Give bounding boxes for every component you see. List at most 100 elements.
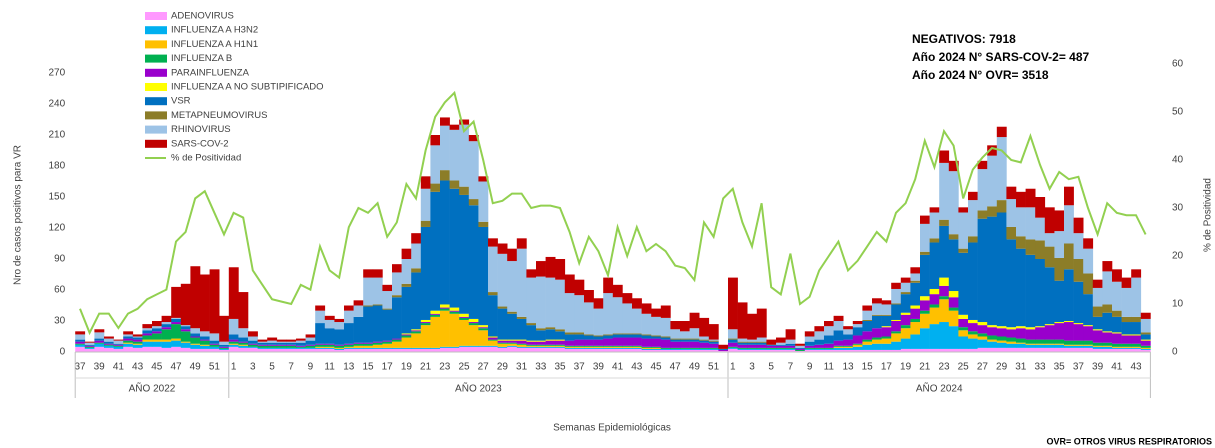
bar-segment <box>929 324 940 349</box>
bar-segment <box>1035 347 1046 352</box>
bar-segment <box>1044 347 1055 352</box>
bar-segment <box>324 347 335 349</box>
bar-segment <box>996 126 1007 138</box>
bar-segment <box>891 331 902 334</box>
bar-segment <box>1006 186 1017 200</box>
bar-segment <box>238 341 249 343</box>
bar-segment <box>132 343 143 345</box>
bar-segment <box>536 340 546 342</box>
x-tick-label: 33 <box>535 362 547 373</box>
bar-segment <box>1102 304 1113 313</box>
bar-segment <box>574 295 585 333</box>
bar-segment <box>708 324 719 340</box>
bar-segment <box>440 117 450 126</box>
bar-segment <box>862 344 873 350</box>
bar-segment <box>881 314 892 316</box>
bar-segment <box>891 319 902 321</box>
bar-segment <box>516 344 527 347</box>
bar-segment <box>1044 267 1055 325</box>
bar-segment <box>670 329 681 339</box>
bar-segment <box>1140 318 1151 333</box>
bar-segment <box>593 339 604 346</box>
bar-segment <box>660 339 671 348</box>
bar-segment <box>401 333 412 335</box>
bar-segment <box>555 331 566 340</box>
bar-segment <box>1006 337 1017 342</box>
bar-segment <box>238 345 249 348</box>
bar-segment <box>1140 340 1151 346</box>
bar-segment <box>910 273 921 281</box>
bar-segment <box>862 310 873 320</box>
bar-segment <box>363 343 374 346</box>
bar-segment <box>641 335 652 339</box>
bar-segment <box>152 346 162 352</box>
bar-segment <box>488 238 498 247</box>
bar-segment <box>1092 345 1103 347</box>
bar-segment <box>420 220 431 227</box>
x-tick-label: 31 <box>1015 362 1027 373</box>
bar-segment <box>382 309 393 341</box>
bar-segment <box>622 348 633 352</box>
bar-segment <box>920 254 930 297</box>
bar-segment <box>200 274 210 332</box>
bar-segment <box>612 284 623 298</box>
bar-segment <box>776 337 786 343</box>
bar-segment <box>929 304 940 308</box>
bar-segment <box>804 341 815 346</box>
legend-label: INFLUENZA A NO SUBTIPIFICADO <box>171 82 324 93</box>
bar-segment <box>142 333 153 336</box>
bar-segment <box>296 340 306 343</box>
bar-segment <box>488 339 498 341</box>
bar-segment <box>603 338 614 346</box>
x-tick-label: 3 <box>250 362 256 373</box>
bar-segment <box>843 334 854 340</box>
bar-segment <box>1112 348 1122 352</box>
bar-segment <box>1073 340 1084 345</box>
bar-segment <box>1006 327 1017 330</box>
bar-segment <box>651 308 662 317</box>
bar-segment <box>507 343 518 346</box>
bar-segment <box>363 277 374 306</box>
bar-segment <box>1073 281 1084 324</box>
bar-segment <box>411 330 422 332</box>
bar-segment <box>1035 344 1046 348</box>
bar-segment <box>305 337 316 341</box>
bar-segment <box>948 310 959 327</box>
bar-segment <box>1035 259 1046 327</box>
bar-segment <box>1025 329 1036 340</box>
bar-segment <box>603 346 614 348</box>
bar-segment <box>1006 343 1017 348</box>
bar-segment <box>296 347 306 349</box>
bar-segment <box>968 319 978 324</box>
bar-segment <box>728 347 738 349</box>
bar-segment <box>622 337 633 346</box>
bar-segment <box>113 345 124 347</box>
bar-segment <box>430 348 441 352</box>
bar-segment <box>555 339 566 341</box>
bar-segment <box>75 344 86 347</box>
bar-segment <box>1064 186 1074 206</box>
bar-segment <box>75 341 86 344</box>
bar-segment <box>228 343 239 345</box>
x-tick-label: 37 <box>1073 362 1085 373</box>
bar-segment <box>929 242 940 289</box>
bar-segment <box>420 348 431 352</box>
bar-segment <box>574 348 585 352</box>
bar-segment <box>334 318 345 323</box>
bar-segment <box>190 344 201 349</box>
bar-segment <box>564 332 575 335</box>
bar-segment <box>939 219 950 226</box>
bar-segment <box>171 286 182 318</box>
bar-segment <box>747 313 758 340</box>
bar-segment <box>977 336 988 340</box>
bar-segment <box>1044 246 1055 268</box>
bar-segment <box>1054 323 1065 340</box>
y2-axis-title: % de Positividad <box>1203 178 1214 252</box>
bar-segment <box>1064 269 1074 321</box>
bar-segment <box>785 345 796 348</box>
bar-segment <box>612 347 623 349</box>
bar-segment <box>123 336 134 339</box>
bar-segment <box>113 348 124 352</box>
bar-segment <box>190 348 201 352</box>
bar-segment <box>171 318 182 323</box>
